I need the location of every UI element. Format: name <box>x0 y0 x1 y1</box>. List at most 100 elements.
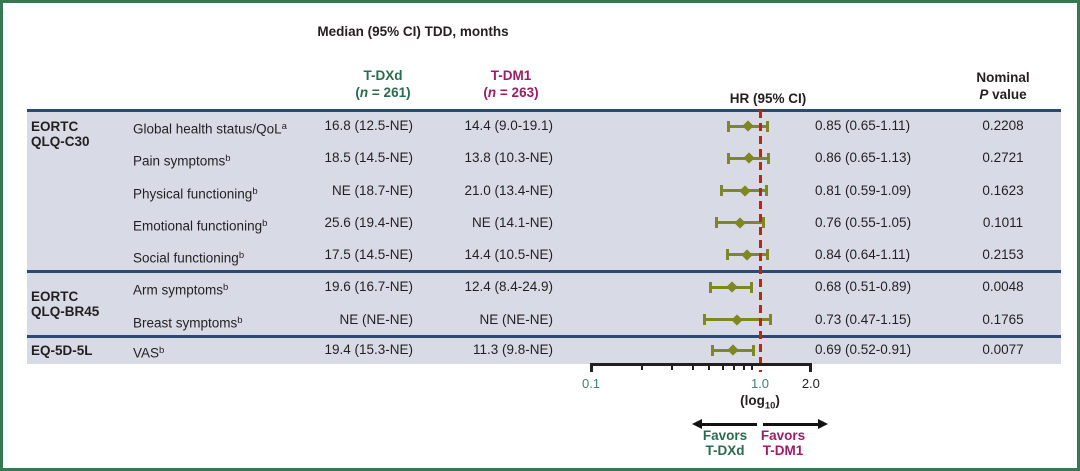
forest-plot-area: 0.1 1.0 2.0 <box>3 3 1077 468</box>
favors-tdxd-label: Favors T-DXd <box>702 428 748 458</box>
ci-cap-left <box>703 314 707 326</box>
separator-line <box>27 108 1061 112</box>
scale-label: Physical functioningb <box>133 185 258 202</box>
x-axis-tick-label: 1.0 <box>750 376 770 391</box>
ci-marker <box>703 314 772 326</box>
x-axis-tick <box>742 363 745 370</box>
favors-tdm1-arrow <box>763 419 828 429</box>
ci-marker <box>709 281 753 293</box>
footnote-marker: b <box>262 217 268 229</box>
x-axis-tick <box>809 363 813 372</box>
x-axis-tick <box>589 363 593 372</box>
hr-point-diamond <box>742 120 754 132</box>
x-axis-tick-label: 0.1 <box>581 376 601 391</box>
x-axis-tick-label: 2.0 <box>801 376 820 391</box>
tdm1-median-value: 14.4 (9.0-19.1) <box>464 118 553 134</box>
p-value: 0.1623 <box>982 182 1024 198</box>
column-header-hr: HR (95% CI) <box>729 91 807 106</box>
tdxd-median-value: 17.5 (14.5-NE) <box>324 246 413 262</box>
tdxd-arm-label: T-DXd <box>363 68 403 83</box>
hr-ci-value: 0.85 (0.65-1.11) <box>815 118 911 134</box>
ci-cap-left <box>725 249 729 261</box>
favors-tdxd-arrow <box>692 419 757 429</box>
row-band <box>27 336 1061 364</box>
tdxd-median-value: 25.6 (19.4-NE) <box>324 214 413 230</box>
scale-label: Pain symptomsb <box>133 153 231 169</box>
hr-ci-value: 0.73 (0.47-1.15) <box>815 311 912 327</box>
ci-marker <box>726 120 770 132</box>
hr-ci-value: 0.68 (0.51-0.89) <box>815 279 912 295</box>
figure-title: Median (95% CI) TDD, months <box>317 24 509 39</box>
reference-line-hr1 <box>758 110 762 372</box>
ci-cap-right <box>766 120 770 132</box>
ci-cap-right <box>767 152 771 164</box>
p-value: 0.0077 <box>982 342 1024 357</box>
tdxd-n-count: (n = 261) <box>355 85 411 100</box>
row-band <box>27 110 1061 271</box>
ci-cap-left <box>726 152 730 164</box>
ci-cap-right <box>764 185 768 196</box>
footnote-marker: b <box>252 185 258 197</box>
ci-cap-left <box>714 217 718 229</box>
tdm1-arm-label: T-DM1 <box>490 68 532 83</box>
hr-point-diamond <box>727 344 739 356</box>
ci-marker <box>725 249 770 261</box>
x-axis-line <box>591 363 811 366</box>
tdxd-median-value: 16.8 (12.5-NE) <box>324 118 413 134</box>
p-value: 0.0048 <box>982 279 1024 295</box>
x-axis-tick <box>670 363 673 370</box>
ci-cap-right <box>751 344 755 356</box>
ci-marker <box>710 344 755 356</box>
table-area: EORTC QLQ-C30 Global health status/QoLa 16.… <box>3 3 1077 468</box>
hr-ci-value: 0.84 (0.64-1.11) <box>815 246 911 262</box>
instrument-label: EORTC QLQ-C30 <box>31 119 90 150</box>
row-band <box>27 271 1061 336</box>
tdm1-median-value: 13.8 (10.3-NE) <box>464 150 553 166</box>
favors-tdm1-label: Favors T-DM1 <box>760 428 806 458</box>
tdm1-median-value: 21.0 (13.4-NE) <box>464 182 553 198</box>
ci-cap-right <box>766 249 770 261</box>
column-header-pvalue: Nominal P value <box>976 70 1030 102</box>
x-axis-tick <box>640 363 643 370</box>
footnote-marker: b <box>237 314 243 326</box>
p-value: 0.1765 <box>982 311 1024 327</box>
ci-cap-right <box>768 314 772 326</box>
scale-label: VASb <box>133 345 165 361</box>
scale-label: Emotional functioningb <box>133 217 268 234</box>
hr-point-diamond <box>741 249 753 261</box>
p-value: 0.1011 <box>982 214 1024 230</box>
tdxd-median-value: NE (18.7-NE) <box>331 182 413 198</box>
x-axis-tick <box>691 363 694 370</box>
hr-point-diamond <box>731 314 743 326</box>
separator-line <box>27 269 1061 273</box>
scale-label: Social functioningb <box>133 249 245 266</box>
x-axis-tick <box>732 363 735 370</box>
column-header-tdxd: T-DXd (n = 261) <box>355 67 410 101</box>
scale-label: Global health status/QoLa <box>133 121 287 137</box>
hr-ci-value: 0.76 (0.55-1.05) <box>815 214 912 230</box>
x-axis-tick <box>708 363 711 370</box>
ci-cap-right <box>762 217 766 229</box>
hr-ci-value: 0.81 (0.59-1.09) <box>815 182 912 198</box>
x-axis-tick <box>751 363 754 370</box>
tdxd-median-value: NE (NE-NE) <box>339 311 414 327</box>
hr-point-diamond <box>734 217 746 229</box>
tdm1-median-value: 11.3 (9.8-NE) <box>472 342 553 357</box>
p-value: 0.2208 <box>982 118 1024 134</box>
hr-ci-value: 0.69 (0.52-0.91) <box>815 342 912 357</box>
ci-marker <box>714 217 766 229</box>
ci-cap-right <box>749 281 753 293</box>
hr-ci-value: 0.86 (0.65-1.13) <box>815 150 912 166</box>
footnote-marker: b <box>225 153 231 165</box>
tdm1-median-value: 14.4 (10.5-NE) <box>464 246 553 262</box>
ci-cap-left <box>719 185 723 196</box>
ci-marker <box>719 184 768 197</box>
p-value: 0.2721 <box>982 150 1024 166</box>
tdm1-median-value: NE (14.1-NE) <box>471 214 553 230</box>
tdxd-median-value: 19.6 (16.7-NE) <box>324 279 413 295</box>
hr-point-diamond <box>726 281 738 293</box>
ci-cap-left <box>709 281 713 293</box>
p-value: 0.2153 <box>982 246 1024 262</box>
x-axis-tick <box>721 363 724 370</box>
